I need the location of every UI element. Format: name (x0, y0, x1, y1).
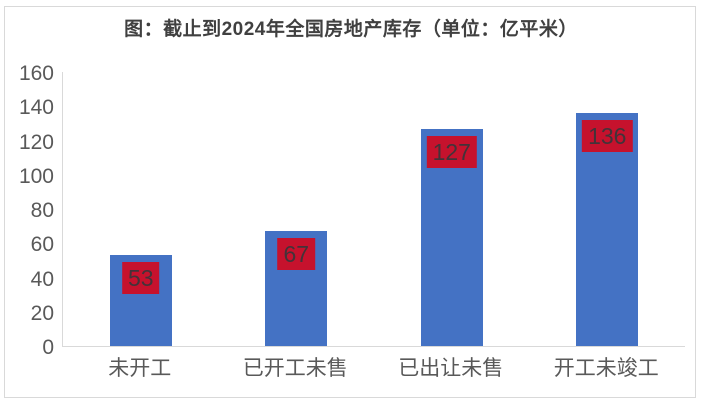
chart-title: 图：截止到2024年全国房地产库存（单位：亿平米） (124, 19, 578, 40)
x-category-label: 开工未竣工 (553, 357, 659, 380)
y-tick-label: 160 (18, 62, 54, 85)
bar-value-label: 136 (582, 120, 633, 153)
x-category-label: 未开工 (108, 357, 172, 380)
bar: 53 (109, 255, 172, 346)
bar: 127 (420, 128, 483, 346)
bar: 136 (576, 113, 639, 346)
bar-value-label: 53 (121, 262, 160, 295)
y-tick-label: 120 (18, 130, 54, 154)
bar: 67 (265, 231, 328, 346)
x-category-label: 已出让未售 (398, 357, 504, 380)
x-category-label: 已开工未售 (242, 357, 348, 380)
y-tick-label: 0 (42, 336, 54, 359)
bar-value-label: 67 (277, 238, 316, 271)
bar-value-label: 127 (426, 135, 477, 168)
plot-area: 53 67 127 136 (62, 72, 685, 347)
y-tick-label: 20 (30, 301, 54, 325)
y-tick-label: 100 (18, 164, 54, 188)
y-tick-label: 140 (18, 96, 54, 120)
y-tick-label: 40 (30, 267, 54, 291)
y-tick-label: 60 (30, 233, 54, 257)
y-tick-label: 80 (30, 199, 54, 222)
